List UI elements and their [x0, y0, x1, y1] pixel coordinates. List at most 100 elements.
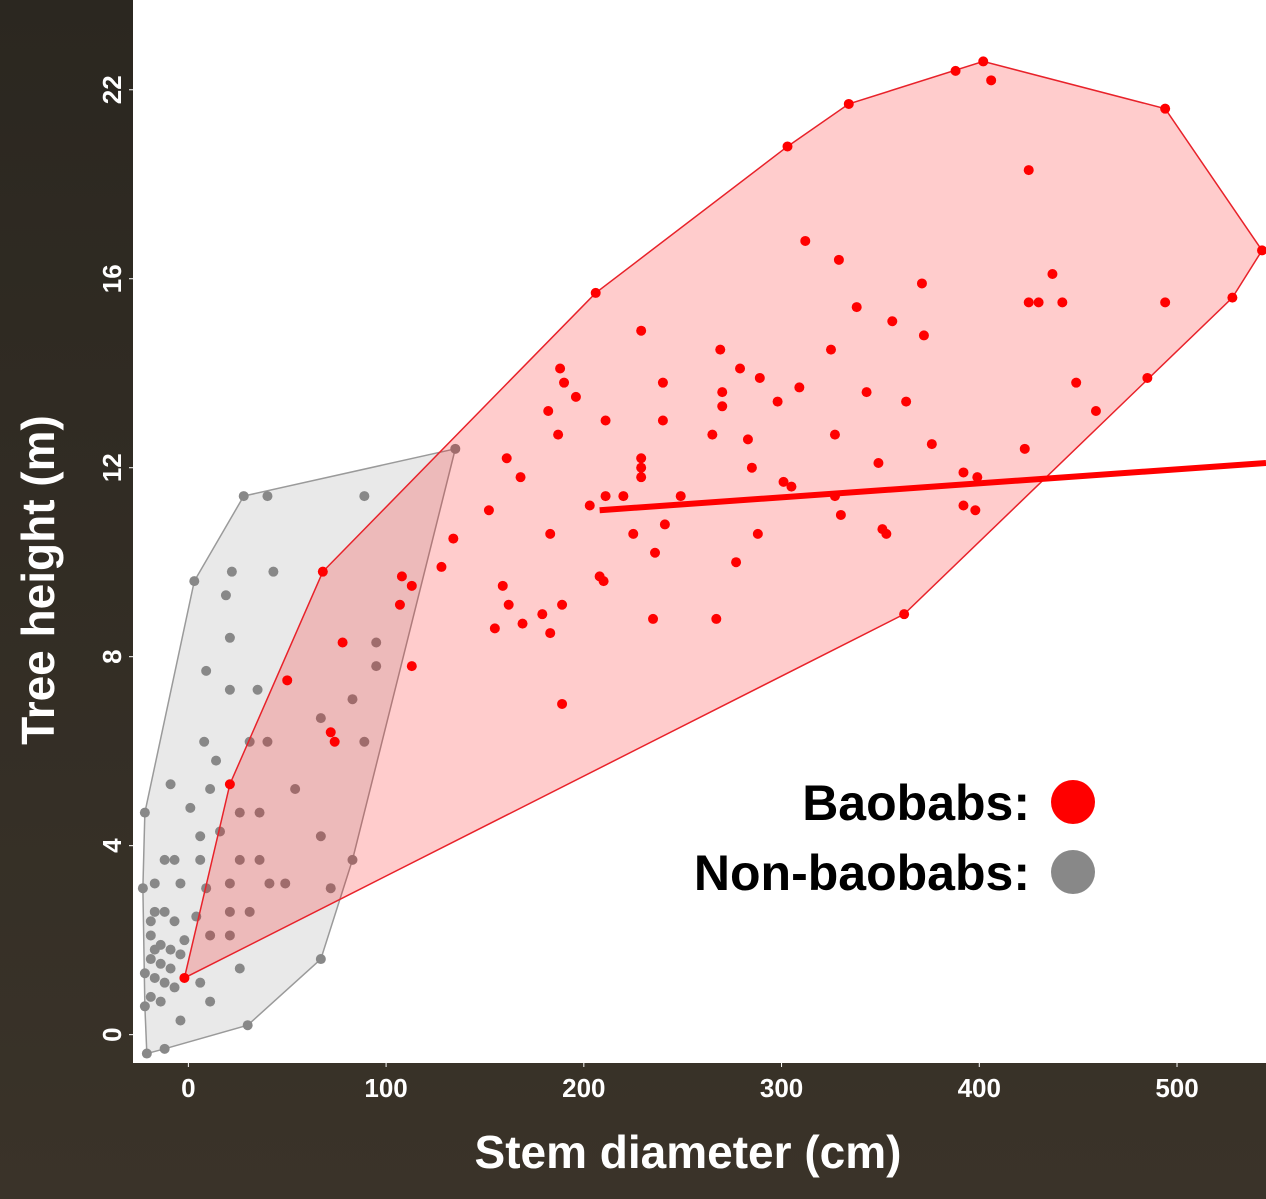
point: [145, 954, 156, 965]
plot-layer: [137, 56, 1266, 1059]
point: [659, 519, 670, 530]
point: [394, 599, 405, 610]
point: [584, 500, 595, 511]
point: [315, 713, 326, 724]
point: [717, 387, 728, 398]
point: [165, 944, 176, 955]
hull: [142, 447, 457, 1055]
point: [742, 434, 753, 445]
point: [717, 401, 728, 412]
point: [262, 736, 273, 747]
point: [483, 505, 494, 516]
point: [149, 906, 160, 917]
point: [918, 330, 929, 341]
point: [280, 878, 291, 889]
point: [1090, 406, 1101, 417]
y-tick-label: 22: [97, 75, 127, 104]
point: [829, 429, 840, 440]
point: [242, 1020, 253, 1031]
point: [406, 661, 417, 672]
hull: [183, 60, 1263, 980]
point: [537, 609, 548, 620]
point: [1160, 297, 1171, 308]
point: [211, 755, 222, 766]
point: [545, 628, 556, 639]
point: [1023, 297, 1034, 308]
point: [497, 580, 508, 591]
point: [252, 684, 263, 695]
point: [220, 590, 231, 601]
point: [159, 906, 170, 917]
point: [650, 547, 661, 558]
point: [264, 878, 275, 889]
point: [553, 429, 564, 440]
point: [711, 613, 722, 624]
point: [800, 235, 811, 246]
point: [185, 802, 196, 813]
point: [1071, 377, 1082, 388]
point: [515, 472, 526, 483]
point: [873, 457, 884, 468]
x-tick-label: 400: [958, 1073, 1001, 1103]
point: [359, 491, 370, 502]
point: [986, 75, 997, 86]
point: [778, 476, 789, 487]
point: [189, 576, 200, 587]
point: [145, 930, 156, 941]
point: [359, 736, 370, 747]
point: [972, 472, 983, 483]
point: [149, 878, 160, 889]
point: [141, 1048, 152, 1059]
point: [636, 325, 647, 336]
point: [926, 439, 937, 450]
point: [598, 576, 609, 587]
y-tick-label: 0: [97, 1027, 127, 1041]
point: [600, 415, 611, 426]
point: [159, 977, 170, 988]
point: [570, 391, 581, 402]
point: [179, 935, 190, 946]
point: [557, 698, 568, 709]
point: [835, 509, 846, 520]
point: [970, 505, 981, 516]
point: [555, 363, 566, 374]
point: [371, 637, 382, 648]
point: [244, 906, 255, 917]
point: [159, 854, 170, 865]
point: [675, 491, 686, 502]
legend-label: Baobabs:: [802, 775, 1030, 831]
point: [833, 254, 844, 265]
point: [450, 443, 461, 454]
x-tick-label: 0: [181, 1073, 195, 1103]
point: [205, 783, 216, 794]
point: [325, 727, 336, 738]
point: [1227, 292, 1238, 303]
point: [201, 665, 212, 676]
point: [752, 528, 763, 539]
point: [224, 906, 235, 917]
point: [843, 98, 854, 109]
point: [169, 854, 180, 865]
x-tick-label: 500: [1155, 1073, 1198, 1103]
y-tick-label: 4: [97, 838, 127, 853]
point: [195, 831, 206, 842]
point: [715, 344, 726, 355]
point: [224, 878, 235, 889]
point: [1142, 372, 1153, 383]
point: [234, 963, 245, 974]
point: [315, 954, 326, 965]
point: [590, 287, 601, 298]
y-axis-title: Tree height (m): [12, 415, 64, 745]
point: [226, 566, 237, 577]
point: [337, 637, 348, 648]
point: [254, 854, 265, 865]
point: [195, 854, 206, 865]
point: [707, 429, 718, 440]
point: [262, 491, 273, 502]
point: [557, 599, 568, 610]
point: [648, 613, 659, 624]
point: [436, 561, 447, 572]
point: [950, 65, 961, 76]
point: [205, 930, 216, 941]
point: [503, 599, 514, 610]
